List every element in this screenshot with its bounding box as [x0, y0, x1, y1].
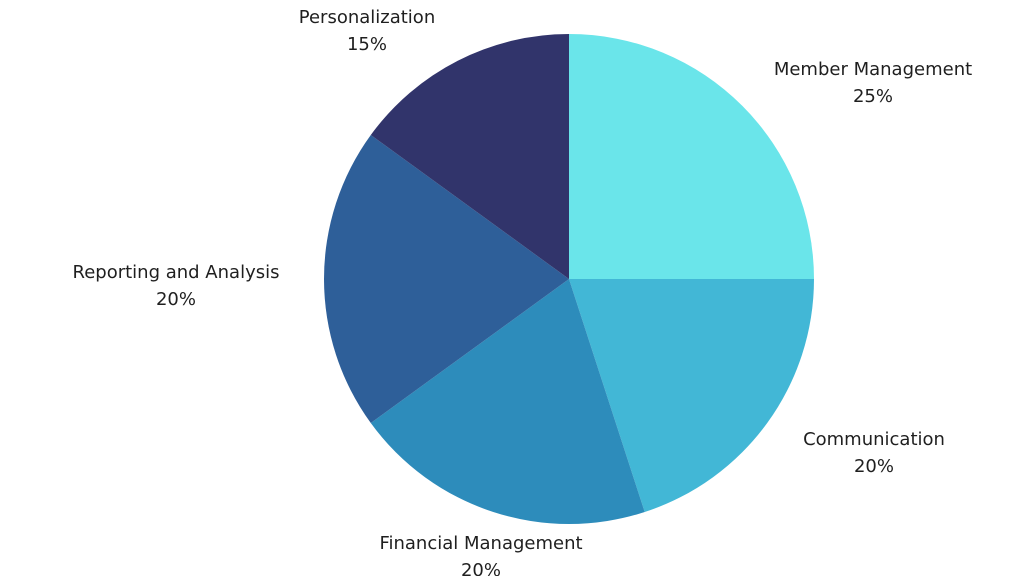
- slice-label: Communication: [803, 429, 945, 450]
- slice-label: Reporting and Analysis: [73, 262, 280, 283]
- slice-label: Financial Management: [379, 533, 582, 554]
- slice-label: Member Management: [774, 59, 972, 80]
- slice-percent-label: 20%: [156, 289, 196, 310]
- slice-percent-label: 15%: [347, 34, 387, 55]
- pie-labels: Member Management 25% Communication 20% Fina…: [73, 7, 973, 576]
- pie-slice-financial-management: [370, 279, 645, 524]
- pie-slice-personalization: [370, 34, 569, 279]
- pie-slice-communication: [569, 279, 814, 513]
- pie-slices: [323, 34, 814, 524]
- pie-slice-member-management: [569, 34, 814, 279]
- pie-slice-reporting-and-analysis: [323, 134, 569, 424]
- slice-percent-label: 20%: [854, 456, 894, 477]
- slice-percent-label: 20%: [461, 560, 501, 576]
- slice-label: Personalization: [299, 7, 435, 28]
- slice-percent-label: 25%: [853, 86, 893, 107]
